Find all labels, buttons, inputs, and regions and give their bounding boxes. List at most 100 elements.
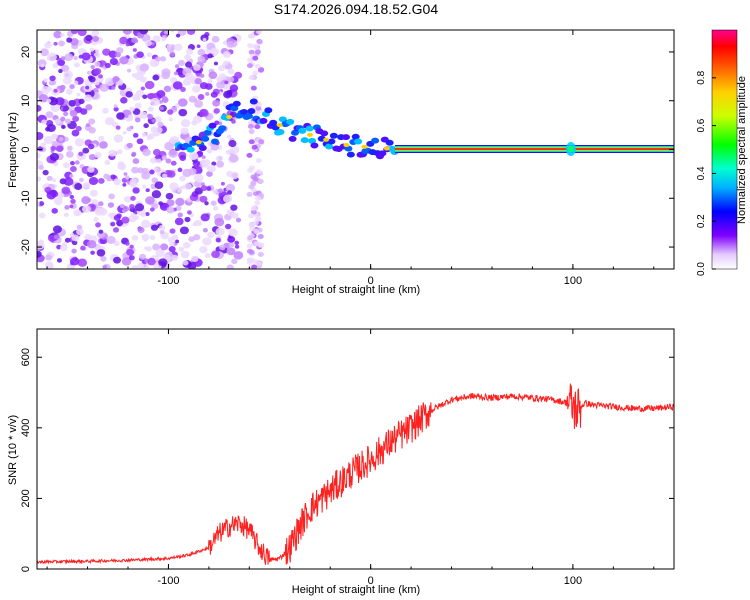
noise-blob — [186, 30, 196, 35]
spectrogram-x-tick-label: -100 — [157, 275, 179, 287]
noise-blob — [192, 85, 201, 93]
noise-blob — [140, 86, 146, 91]
noise-blob — [228, 242, 235, 248]
noise-blob — [108, 50, 118, 58]
noise-blob — [119, 36, 128, 45]
snr-y-label: SNR (10 * v/v) — [7, 415, 19, 485]
noise-blob — [222, 40, 228, 46]
noise-blob — [73, 56, 78, 61]
noise-blob — [134, 72, 144, 81]
noise-blob — [104, 77, 115, 87]
noise-blob — [60, 116, 66, 122]
ridge-blob — [341, 134, 350, 141]
noise-blob — [141, 184, 147, 189]
noise-blob — [63, 177, 74, 186]
noise-blob — [132, 158, 140, 165]
noise-blob — [155, 249, 165, 258]
noise-blob — [151, 190, 162, 199]
noise-blob — [246, 152, 253, 158]
noise-blob — [47, 234, 56, 242]
noise-blob — [153, 167, 158, 172]
noise-blob — [72, 115, 80, 123]
noise-blob — [88, 118, 96, 125]
noise-blob — [49, 75, 56, 82]
noise-blob — [132, 187, 140, 194]
noise-blob — [207, 164, 216, 173]
noise-blob — [257, 251, 264, 257]
noise-blob — [77, 30, 87, 37]
noise-blob — [80, 245, 86, 251]
noise-blob — [44, 186, 52, 193]
noise-blob — [64, 53, 74, 62]
noise-blob — [74, 160, 80, 165]
noise-blob — [235, 217, 242, 223]
noise-blob — [85, 123, 91, 128]
noise-blob — [161, 71, 171, 80]
ridge-blob — [240, 108, 249, 115]
noise-blob — [141, 132, 147, 137]
snr-y-tick-label: 400 — [20, 419, 32, 437]
spectrogram-y-tick-label: -10 — [20, 190, 32, 206]
snr-frame — [36, 328, 675, 570]
noise-blob — [80, 108, 88, 115]
noise-blob — [168, 149, 178, 158]
noise-blob — [104, 159, 111, 165]
noise-blob — [90, 250, 95, 255]
noise-blob — [38, 165, 44, 170]
noise-blob — [217, 188, 224, 194]
noise-blob — [185, 48, 194, 55]
spectrogram-y-tick-label: -20 — [20, 239, 32, 255]
noise-blob — [69, 194, 75, 199]
noise-blob — [82, 147, 90, 154]
noise-blob — [182, 260, 189, 266]
noise-blob — [228, 139, 237, 148]
noise-blob — [131, 235, 139, 241]
noise-blob — [197, 55, 206, 63]
noise-blob — [158, 201, 163, 206]
colorbar-label: Normalized spectral amplitude — [736, 76, 748, 224]
noise-blob — [129, 178, 137, 185]
spectrogram-y-tick-label: 20 — [20, 46, 32, 58]
noise-blob — [93, 52, 101, 59]
noise-blob — [76, 92, 81, 97]
noise-blob — [247, 235, 254, 241]
noise-blob — [169, 51, 176, 57]
noise-blob — [226, 41, 235, 48]
noise-blob — [146, 52, 152, 58]
noise-blob — [54, 118, 61, 125]
noise-blob — [94, 207, 104, 216]
ridge-peak — [195, 140, 202, 145]
noise-blob — [254, 124, 261, 130]
noise-blob — [247, 57, 254, 63]
noise-blob — [216, 76, 223, 83]
noise-blob — [74, 183, 83, 191]
noise-blob — [180, 127, 189, 135]
spectrogram-x-tick-label: 0 — [368, 275, 374, 287]
noise-blob — [231, 119, 236, 124]
ridge-peak — [226, 114, 233, 119]
noise-blob — [246, 191, 253, 197]
ridge-blob — [208, 122, 217, 129]
noise-blob — [96, 231, 106, 239]
noise-blob — [167, 109, 174, 115]
ridge-peak — [307, 132, 313, 137]
noise-blob — [230, 171, 239, 180]
noise-blob — [193, 234, 201, 241]
noise-blob — [128, 255, 135, 261]
noise-blob — [177, 188, 182, 193]
ridge-blob — [329, 132, 338, 139]
noise-blob — [53, 234, 60, 240]
noise-blob — [104, 62, 111, 69]
spectrogram-x-ticks: -100 0 100 — [46, 30, 655, 287]
noise-blob — [75, 125, 82, 132]
noise-blob — [122, 182, 127, 187]
ridge-blob — [291, 129, 300, 136]
noise-blob — [249, 226, 256, 232]
noise-blob — [154, 181, 164, 189]
noise-blob — [147, 257, 156, 266]
noise-blob — [62, 106, 67, 111]
noise-blob — [145, 188, 150, 193]
noise-blob — [161, 155, 168, 161]
noise-blob — [71, 234, 80, 242]
